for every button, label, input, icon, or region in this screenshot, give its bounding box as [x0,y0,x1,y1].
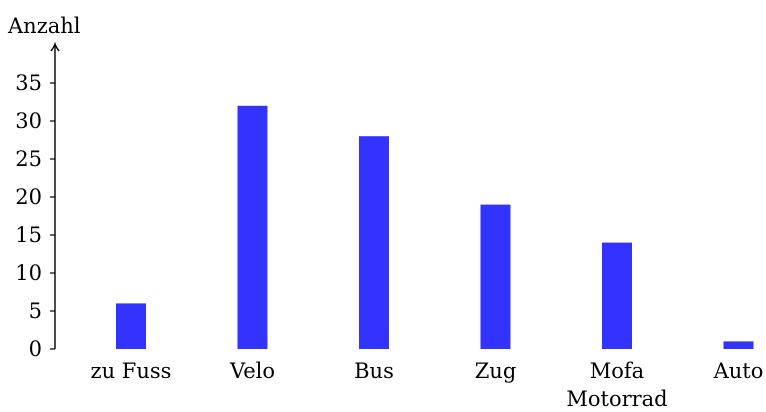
y-tick-label: 15 [15,223,42,247]
x-category-label: Motorrad [566,387,667,411]
y-tick-label: 5 [29,299,42,323]
y-ticks: 0 5 10 15 20 25 30 35 [15,71,55,361]
y-tick-label: 25 [15,147,42,171]
x-category-labels: zu Fuss Velo Bus Zug Mofa Motorrad Auto [91,359,764,411]
x-category-label: Auto [713,359,764,383]
x-category-label: Velo [229,359,275,383]
bar [723,341,754,349]
bar [359,136,389,349]
y-tick-label: 30 [15,109,42,133]
y-tick-label: 0 [29,337,42,361]
y-axis-arrow [50,41,60,52]
y-tick-label: 35 [15,71,42,95]
x-category-label: Mofa [590,359,644,383]
bar [116,303,146,349]
bar [602,242,632,349]
x-category-label: Bus [354,359,394,383]
bar [480,204,511,349]
y-tick-label: 10 [15,261,42,285]
x-category-label: Zug [475,359,517,383]
x-category-label: zu Fuss [91,359,172,383]
bar [237,105,268,349]
bars [116,105,754,349]
y-axis-title: Anzahl [7,14,81,38]
y-tick-label: 20 [15,185,42,209]
